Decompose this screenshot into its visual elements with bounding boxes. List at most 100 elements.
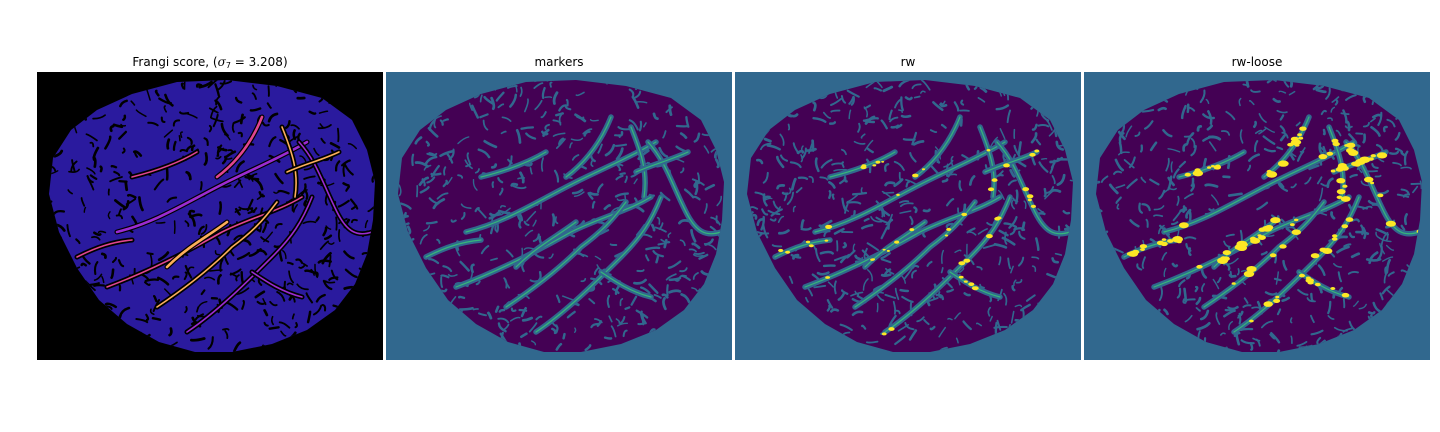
texture-stroke	[308, 110, 317, 115]
texture-stroke	[1325, 86, 1331, 100]
texture-stroke	[477, 148, 491, 159]
texture-stroke	[852, 243, 856, 253]
texture-stroke	[350, 218, 358, 224]
texture-stroke	[1158, 189, 1166, 200]
texture-stroke	[1254, 129, 1263, 135]
texture-stroke	[1264, 291, 1278, 296]
texture-stroke	[544, 123, 550, 130]
texture-stroke	[1100, 175, 1109, 183]
texture-stroke	[1185, 208, 1192, 219]
texture-stroke	[1183, 287, 1188, 303]
texture-stroke	[80, 197, 86, 207]
texture-stroke	[851, 191, 868, 196]
texture-stroke	[1247, 153, 1261, 162]
texture-stroke	[523, 220, 530, 227]
vessel-layer	[772, 114, 1073, 336]
texture-stroke	[564, 105, 572, 111]
texture-stroke	[535, 315, 543, 321]
texture-stroke	[505, 249, 514, 258]
texture-stroke	[1199, 309, 1210, 321]
texture-stroke	[1290, 183, 1297, 189]
segmented-blob	[1128, 250, 1139, 257]
texture-stroke	[101, 275, 105, 284]
texture-stroke	[521, 316, 534, 322]
vessel-marker	[565, 116, 612, 178]
texture-stroke	[1062, 210, 1071, 215]
texture-stroke	[520, 126, 535, 130]
texture-stroke	[538, 271, 542, 282]
texture-stroke	[1190, 137, 1196, 148]
texture-stroke	[911, 269, 917, 279]
texture-stroke	[494, 305, 500, 313]
texture-stroke	[979, 86, 988, 93]
texture-stroke	[703, 242, 717, 251]
texture-stroke	[1374, 174, 1382, 178]
texture-stroke	[149, 308, 155, 316]
texture-stroke	[1288, 90, 1296, 96]
texture-stroke	[761, 208, 769, 216]
texture-stroke	[715, 215, 719, 224]
texture-stroke	[822, 111, 832, 119]
texture-stroke	[1258, 127, 1267, 135]
texture-stroke	[846, 89, 860, 98]
texture-stroke	[1183, 193, 1194, 200]
segmented-blob	[971, 286, 979, 291]
texture-stroke	[929, 325, 936, 331]
texture-stroke	[662, 297, 667, 311]
texture-stroke	[220, 122, 229, 137]
texture-stroke	[1116, 203, 1120, 210]
texture-stroke	[1343, 243, 1352, 248]
texture-stroke	[692, 253, 704, 257]
texture-stroke	[920, 90, 926, 94]
texture-stroke	[107, 211, 111, 220]
texture-stroke	[846, 194, 858, 203]
texture-stroke	[460, 211, 466, 220]
texture-stroke	[1352, 300, 1359, 307]
texture-stroke	[1199, 89, 1206, 104]
texture-stroke	[122, 200, 130, 211]
segmented-blob	[1297, 133, 1302, 137]
texture-stroke	[589, 119, 599, 122]
texture-stroke	[321, 251, 332, 265]
texture-stroke	[214, 250, 220, 256]
texture-stroke	[1387, 271, 1395, 277]
texture-stroke	[224, 156, 233, 160]
texture-stroke	[172, 119, 181, 127]
texture-stroke	[968, 175, 976, 186]
texture-stroke	[234, 96, 243, 104]
texture-stroke	[804, 147, 817, 152]
texture-stroke	[145, 313, 150, 321]
texture-stroke	[426, 176, 436, 184]
texture-stroke	[278, 321, 291, 329]
texture-stroke	[603, 203, 612, 211]
vessel-marker	[505, 201, 627, 308]
texture-stroke	[1333, 326, 1348, 332]
texture-stroke	[474, 168, 480, 174]
texture-stroke	[178, 135, 181, 142]
texture-stroke	[487, 311, 493, 320]
texture-stroke	[754, 191, 766, 197]
texture-stroke	[668, 104, 673, 116]
texture-stroke	[959, 267, 965, 273]
texture-stroke	[1233, 331, 1241, 338]
texture-stroke	[756, 218, 764, 226]
texture-stroke	[797, 176, 809, 181]
texture-stroke	[147, 121, 159, 127]
texture-stroke	[993, 243, 1008, 249]
texture-stroke	[1044, 189, 1055, 200]
texture-stroke	[841, 148, 847, 156]
vessel-marker	[630, 126, 646, 198]
segmented-blob	[1034, 149, 1040, 153]
texture-stroke	[894, 97, 903, 109]
texture-stroke	[908, 329, 918, 341]
segmented-blob	[1207, 166, 1212, 169]
texture-stroke	[119, 99, 128, 108]
texture-stroke	[179, 149, 187, 153]
texture-stroke	[800, 219, 805, 229]
texture-stroke	[830, 98, 842, 106]
texture-stroke	[540, 157, 544, 172]
texture-stroke	[1041, 157, 1048, 160]
texture-stroke	[510, 182, 519, 187]
texture-stroke	[1204, 183, 1219, 188]
texture-stroke	[1031, 123, 1038, 131]
